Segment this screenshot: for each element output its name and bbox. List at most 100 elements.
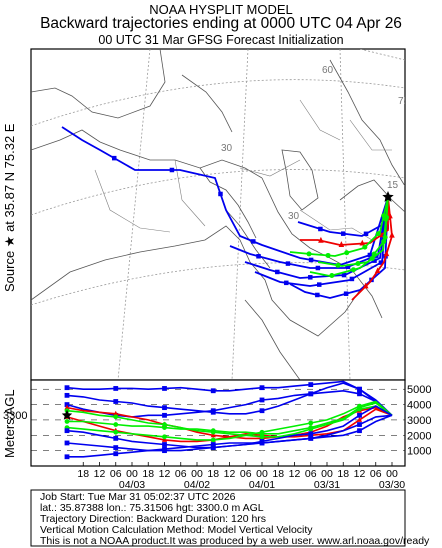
- height-point-blue: [162, 446, 167, 452]
- height-series-blue: [66, 380, 393, 416]
- trajectory-marker-blue: [345, 264, 351, 270]
- trajectory-marker-green: [329, 273, 335, 279]
- trajectory-path-green: [309, 196, 389, 277]
- title-line-3: 00 UTC 31 Mar GFSG Forecast Initializati…: [98, 33, 344, 47]
- x-tick-label: 18: [77, 468, 89, 480]
- height-point-blue: [357, 412, 362, 418]
- height-point-blue: [308, 435, 314, 441]
- height-point-green: [113, 422, 119, 427]
- height-point-green: [162, 434, 167, 440]
- graticule-line: [31, 169, 405, 216]
- height-point-blue: [64, 454, 70, 460]
- trajectory-marker-blue: [315, 265, 321, 271]
- y-tick-label: 5000: [407, 384, 431, 396]
- height-series-green: [67, 402, 393, 435]
- title-line-2: Backward trajectories ending at 0000 UTC…: [40, 15, 402, 32]
- coastline: [31, 225, 361, 337]
- height-point-blue: [64, 392, 70, 398]
- height-point-green: [113, 414, 119, 420]
- height-point-green: [259, 429, 265, 435]
- coastline: [31, 49, 166, 119]
- x-day-label: 04/03: [119, 479, 145, 491]
- trajectory-marker-blue: [285, 261, 291, 266]
- graticule-line: [31, 79, 405, 127]
- trajectory-marker-green: [375, 231, 381, 237]
- trajectory-marker-blue: [341, 231, 346, 236]
- height-series-blue: [66, 389, 393, 418]
- vertical-motion-text: Vertical Motion Calculation Method: Mode…: [40, 524, 313, 536]
- graticule-line: [339, 49, 351, 380]
- trajectory-direction-text: Trajectory Direction: Backward Duration:…: [40, 513, 267, 525]
- x-tick-label: 12: [289, 468, 301, 480]
- trajectory-marker-red: [318, 236, 324, 243]
- trajectory-marker-red: [338, 241, 345, 247]
- y-tick-label: 3000: [407, 415, 431, 427]
- trajectory-marker-green: [350, 267, 356, 273]
- trajectory-marker-green: [355, 261, 361, 267]
- trajectory-marker-blue: [341, 272, 347, 278]
- height-point-green: [64, 419, 70, 424]
- trajectory-marker-blue: [349, 276, 355, 282]
- height-point-blue: [113, 451, 119, 457]
- trajectory-marker-blue: [315, 292, 320, 298]
- trajectory-marker-blue: [111, 155, 117, 161]
- x-tick-label: 12: [224, 468, 236, 480]
- height-point-blue: [308, 431, 314, 437]
- trajectory-marker-blue: [363, 231, 369, 237]
- height-point-blue: [259, 385, 265, 391]
- source-location-label: Source ★ at 35.87 N 75.32 E: [2, 123, 17, 292]
- coastline: [199, 167, 257, 239]
- trajectory-marker-blue: [308, 257, 314, 263]
- height-series-green: [66, 405, 393, 438]
- x-tick-label: 18: [142, 468, 154, 480]
- trajectory-marker-green: [362, 244, 368, 250]
- height-series-blue: [66, 414, 393, 452]
- height-point-blue: [113, 445, 119, 450]
- trajectory-marker-green: [369, 255, 375, 261]
- trajectory-marker-blue: [316, 282, 322, 287]
- graticule-line: [231, 49, 249, 380]
- height-point-green: [162, 425, 167, 431]
- height-point-red: [113, 410, 119, 416]
- height-panel-series: [61, 380, 393, 460]
- height-point-blue: [162, 442, 167, 447]
- coastline: [261, 177, 383, 319]
- coastline: [225, 209, 271, 269]
- graticule-label: 30: [221, 143, 233, 154]
- trajectory-marker-blue: [367, 252, 373, 258]
- height-point-red: [210, 432, 216, 438]
- country-border: [94, 169, 171, 233]
- coastline: [281, 149, 319, 211]
- country-border: [174, 159, 206, 227]
- x-tick-label: 12: [94, 468, 106, 480]
- trajectory-marker-blue: [169, 167, 175, 173]
- height-panel-y-ticks: 1000 2000 3000 4000 5000: [407, 384, 431, 457]
- graticule-label: 30: [288, 211, 300, 222]
- trajectory-marker-green: [335, 262, 341, 268]
- height-point-blue: [162, 412, 167, 418]
- x-tick-label: 06: [240, 468, 252, 480]
- trajectory-marker-blue: [308, 275, 313, 280]
- height-point-green: [210, 437, 216, 443]
- trajectory-marker-red: [389, 231, 395, 238]
- trajectory-marker-blue: [218, 191, 223, 197]
- height-series-blue: [66, 382, 393, 416]
- x-tick-label: 00: [126, 468, 138, 480]
- graticule-line: [117, 49, 151, 380]
- trajectory-marker-blue: [318, 226, 323, 232]
- height-point-blue: [259, 408, 265, 414]
- source-coordinates-text: lat.: 35.87388 lon.: 75.31506 hgt: 3300.…: [40, 502, 264, 514]
- x-day-label: 04/02: [184, 479, 210, 491]
- trajectory-marker-red: [359, 239, 366, 246]
- job-start-text: Job Start: Tue Mar 31 05:02:37 UTC 2026: [40, 491, 236, 503]
- country-border: [299, 99, 341, 141]
- trajectory-marker-green: [383, 216, 389, 222]
- start-height-star-icon: [61, 409, 73, 420]
- height-point-blue: [210, 442, 216, 447]
- height-point-green: [210, 428, 216, 434]
- y-tick-label: 1000: [407, 446, 431, 458]
- height-point-blue: [113, 435, 119, 441]
- height-point-blue: [259, 440, 265, 446]
- trajectory-marker-green: [325, 252, 331, 258]
- height-point-blue: [357, 391, 362, 397]
